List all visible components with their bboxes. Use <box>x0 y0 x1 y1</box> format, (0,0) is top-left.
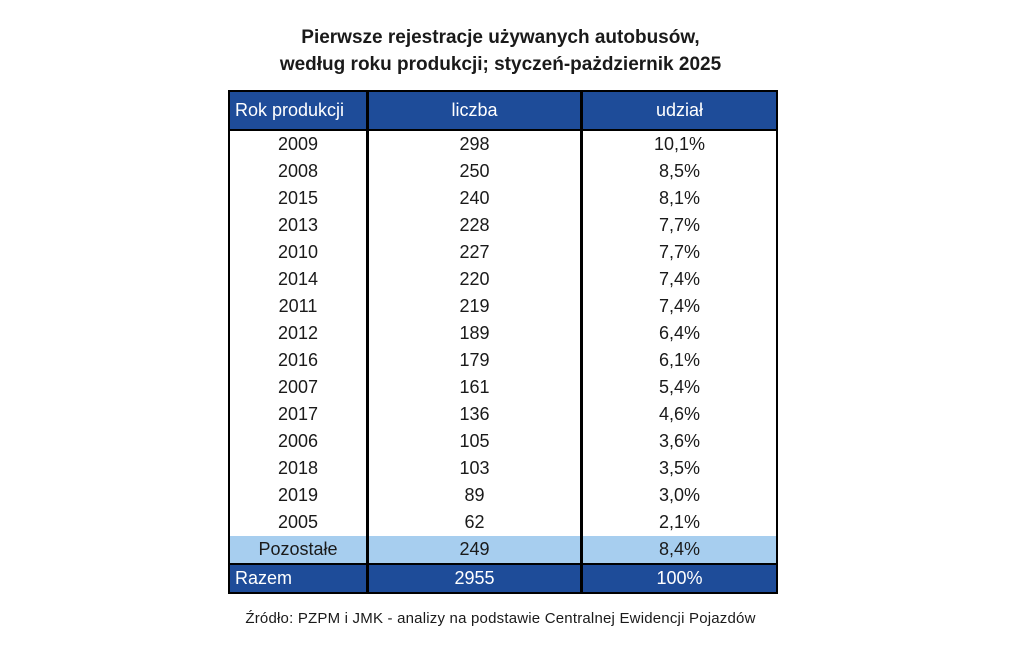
share-cell: 6,1% <box>580 347 777 374</box>
chart-title: Pierwsze rejestracje używanych autobusów… <box>228 24 773 78</box>
count-cell: 228 <box>366 212 582 239</box>
table-row: 2008 250 8,5% <box>229 158 777 185</box>
year-cell: 2005 <box>277 512 319 532</box>
count-cell: 136 <box>366 401 582 428</box>
share-cell: 4,6% <box>580 401 777 428</box>
count-cell: 103 <box>366 455 582 482</box>
share-cell: 7,7% <box>580 239 777 266</box>
count-cell: 250 <box>366 158 582 185</box>
count-cell: 220 <box>366 266 582 293</box>
header-udzial: udział <box>580 91 777 131</box>
razem-label-cell: Razem <box>229 563 368 593</box>
table-row: 2016 179 6,1% <box>229 347 777 374</box>
count-cell: 89 <box>366 482 582 509</box>
share-cell: 3,5% <box>580 455 777 482</box>
table-row: 2019 89 3,0% <box>229 482 777 509</box>
header-rok-produkcji: Rok produkcji <box>229 91 368 131</box>
count-cell: 62 <box>366 509 582 536</box>
share-cell: 7,4% <box>580 293 777 320</box>
year-cell: 2013 <box>277 215 319 235</box>
year-cell: 2006 <box>277 431 319 451</box>
share-cell: 2,1% <box>580 509 777 536</box>
count-cell: 105 <box>366 428 582 455</box>
table-row: 2009 298 10,1% <box>229 130 777 158</box>
registrations-table: Rok produkcji liczba udział 2009 298 10,… <box>228 90 778 594</box>
source-note: Źródło: PZPM i JMK - analizy na podstawi… <box>245 610 756 627</box>
year-cell: 2007 <box>277 377 319 397</box>
count-cell: 240 <box>366 185 582 212</box>
year-cell: 2017 <box>277 404 319 424</box>
table-row-razem: Razem 2955 100% <box>229 563 777 593</box>
table-row: 2011 219 7,4% <box>229 293 777 320</box>
total-share-cell: 100% <box>580 563 777 593</box>
year-cell: 2008 <box>277 161 319 181</box>
table-row: 2010 227 7,7% <box>229 239 777 266</box>
share-cell: 10,1% <box>580 130 777 158</box>
share-cell: 3,6% <box>580 428 777 455</box>
count-cell: 227 <box>366 239 582 266</box>
year-cell: 2016 <box>277 350 319 370</box>
table-row: 2014 220 7,4% <box>229 266 777 293</box>
table-row: 2005 62 2,1% <box>229 509 777 536</box>
table-row: 2018 103 3,5% <box>229 455 777 482</box>
count-cell: 179 <box>366 347 582 374</box>
count-cell: 161 <box>366 374 582 401</box>
year-cell: 2015 <box>277 188 319 208</box>
table-row: 2013 228 7,7% <box>229 212 777 239</box>
chart-title-line1: Pierwsze rejestracje używanych autobusów… <box>301 27 700 48</box>
share-cell: 5,4% <box>580 374 777 401</box>
table-row: 2017 136 4,6% <box>229 401 777 428</box>
year-cell: 2012 <box>277 323 319 343</box>
count-cell: 219 <box>366 293 582 320</box>
count-cell: 189 <box>366 320 582 347</box>
table-header-row: Rok produkcji liczba udział <box>229 91 777 131</box>
share-cell: 7,7% <box>580 212 777 239</box>
year-cell: 2010 <box>277 242 319 262</box>
table-row-pozostale: Pozostałe 249 8,4% <box>229 536 777 564</box>
share-cell: 3,0% <box>580 482 777 509</box>
share-cell: 8,5% <box>580 158 777 185</box>
table-row: 2012 189 6,4% <box>229 320 777 347</box>
chart-title-line2: według roku produkcji; styczeń-pażdziern… <box>279 54 722 75</box>
year-cell: 2018 <box>277 458 319 478</box>
share-cell: 7,4% <box>580 266 777 293</box>
year-cell: 2019 <box>277 485 319 505</box>
pozostale-label-cell: Pozostałe <box>229 536 368 564</box>
share-cell: 8,4% <box>580 536 777 564</box>
count-cell: 298 <box>366 130 582 158</box>
year-cell: 2009 <box>277 134 319 154</box>
share-cell: 6,4% <box>580 320 777 347</box>
table-row: 2006 105 3,6% <box>229 428 777 455</box>
total-count-cell: 2955 <box>366 563 582 593</box>
year-cell: 2014 <box>277 269 319 289</box>
share-cell: 8,1% <box>580 185 777 212</box>
count-cell: 249 <box>366 536 582 564</box>
table-row: 2007 161 5,4% <box>229 374 777 401</box>
header-liczba: liczba <box>366 91 582 131</box>
year-cell: 2011 <box>278 296 318 316</box>
table-row: 2015 240 8,1% <box>229 185 777 212</box>
